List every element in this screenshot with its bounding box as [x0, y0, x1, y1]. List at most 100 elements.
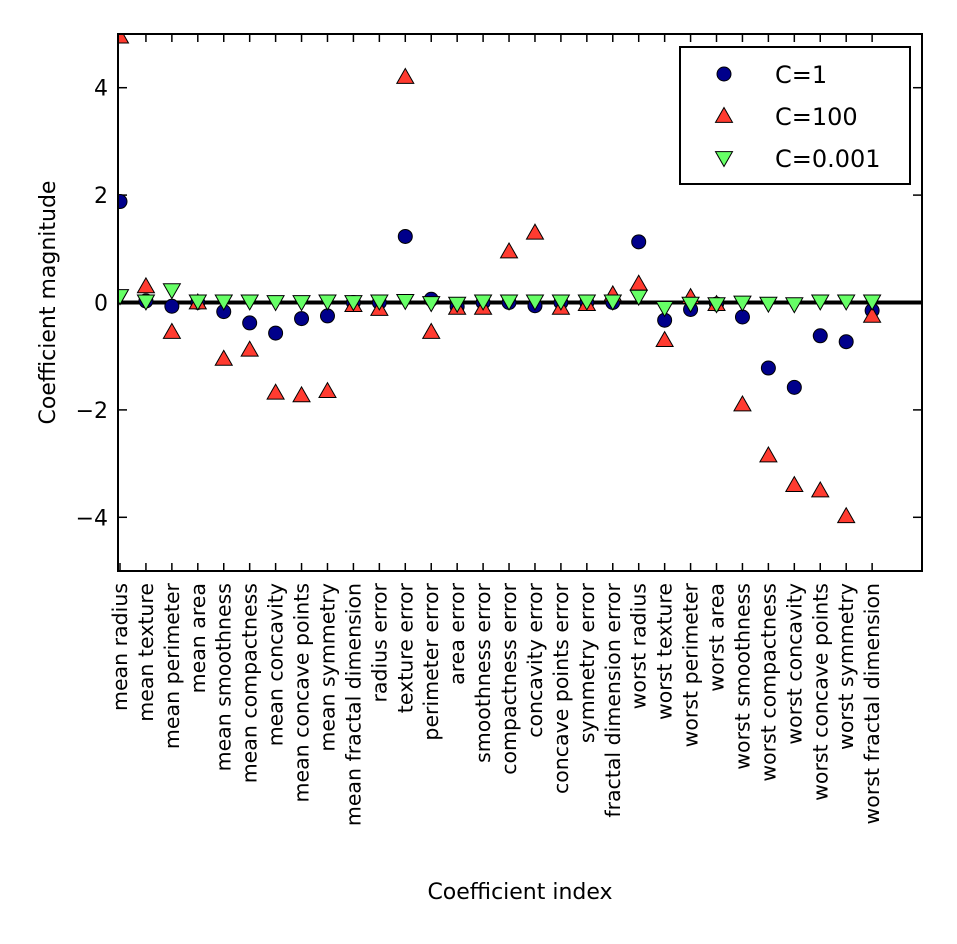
x-tick-label: mean area — [186, 583, 210, 693]
data-point — [397, 228, 413, 244]
data-point — [760, 360, 776, 376]
data-point — [629, 289, 649, 307]
data-point — [188, 294, 208, 311]
data-point — [577, 294, 597, 311]
y-tick-label: 2 — [94, 184, 108, 209]
x-tick-label: fractal dimension error — [601, 582, 625, 817]
x-tick-label: mean concave points — [290, 583, 314, 803]
data-point — [786, 379, 802, 395]
data-point — [240, 294, 260, 311]
x-tick-label: mean compactness — [238, 583, 262, 783]
data-point — [266, 383, 285, 400]
x-tick-label: worst radius — [627, 583, 651, 709]
data-point — [784, 475, 804, 492]
data-point — [242, 315, 258, 331]
data-point — [162, 322, 182, 339]
data-point — [421, 322, 441, 339]
data-point — [240, 340, 260, 357]
x-tick-label: mean symmetry — [315, 583, 339, 752]
x-tick-label: worst area — [705, 583, 729, 692]
x-tick-label: mean concavity — [264, 583, 288, 746]
legend-marker — [716, 66, 732, 82]
series-c-0-001 — [118, 283, 882, 318]
data-point — [118, 194, 128, 210]
x-tick-label: worst texture — [653, 583, 677, 720]
markers — [118, 34, 882, 524]
data-point — [447, 296, 467, 314]
data-point — [319, 308, 335, 324]
data-point — [294, 311, 310, 327]
data-point — [810, 480, 830, 498]
data-point — [655, 300, 675, 318]
x-tick-label: concavity error — [523, 582, 547, 737]
x-tick-label: compactness error — [497, 582, 521, 774]
x-tick-label: worst smoothness — [730, 583, 754, 770]
data-point — [499, 241, 519, 259]
data-point — [836, 506, 856, 524]
x-tick-label: worst concavity — [782, 583, 806, 745]
x-tick-label: mean smoothness — [212, 583, 236, 771]
data-point — [525, 223, 545, 240]
legend-label: C=100 — [775, 103, 858, 131]
y-tick-label: 4 — [94, 77, 108, 102]
data-point — [810, 294, 830, 311]
data-point — [369, 294, 389, 311]
x-tick-label: mean fractal dimension — [341, 583, 365, 826]
data-point — [318, 381, 337, 398]
data-point — [707, 297, 726, 314]
legend-label: C=1 — [775, 61, 827, 89]
y-axis-label: Coefficient magnitude — [36, 181, 61, 425]
data-point — [759, 446, 778, 463]
data-point — [525, 294, 545, 311]
x-tick-label: mean radius — [108, 583, 132, 711]
data-point — [214, 294, 234, 311]
data-point — [784, 297, 804, 314]
x-tick-label: worst fractal dimension — [860, 583, 884, 824]
data-point — [421, 296, 441, 313]
data-point — [292, 295, 311, 312]
x-tick-label: concave points error — [549, 582, 573, 794]
data-point — [499, 294, 519, 311]
x-axis-label: Coefficient index — [427, 880, 612, 905]
data-point — [395, 294, 415, 311]
data-point — [136, 294, 156, 311]
plot-area: −4 −2 0 2 4 mean radius mean texture mean perim… — [76, 33, 923, 826]
axes-frame — [117, 33, 923, 572]
data-point — [631, 234, 647, 250]
data-point — [734, 309, 750, 325]
y-tick-label: −4 — [76, 506, 108, 531]
data-point — [812, 328, 828, 344]
data-point — [136, 276, 156, 294]
data-point — [266, 295, 285, 312]
x-tick-label: radius error — [367, 582, 391, 702]
data-point — [162, 283, 182, 300]
data-point — [862, 294, 882, 311]
x-tick-label: mean perimeter — [160, 582, 184, 749]
x-tick-label: mean texture — [134, 583, 158, 722]
data-point — [344, 295, 363, 312]
data-point — [838, 334, 854, 350]
x-tick-label: smoothness error — [471, 582, 495, 762]
data-point — [395, 67, 415, 84]
data-point — [603, 294, 623, 311]
data-point — [862, 306, 882, 323]
x-tick-label: symmetry error — [575, 582, 599, 743]
x-tick-label: worst symmetry — [834, 583, 858, 750]
x-tick-label: worst compactness — [756, 583, 780, 782]
x-tick-label: texture error — [393, 582, 417, 713]
x-tick-label: perimeter error — [419, 582, 443, 740]
x-tick-label: worst perimeter — [679, 582, 703, 747]
data-point — [292, 385, 311, 403]
data-point — [118, 34, 130, 44]
data-point — [733, 395, 752, 412]
data-point — [473, 294, 493, 311]
legend-marker — [714, 106, 734, 123]
legend-label: C=0.001 — [775, 145, 881, 173]
data-point — [655, 330, 675, 347]
legend: C=1 C=100 C=0.001 — [679, 46, 911, 185]
data-point — [733, 295, 752, 313]
y-tick-label: −2 — [76, 399, 108, 424]
data-point — [318, 294, 337, 311]
data-point — [164, 298, 180, 314]
